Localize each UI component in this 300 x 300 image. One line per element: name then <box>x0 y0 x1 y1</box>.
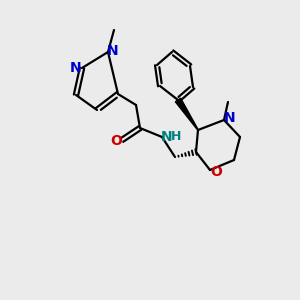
Text: N: N <box>161 130 173 144</box>
Text: H: H <box>171 130 181 143</box>
Text: N: N <box>107 44 119 58</box>
Text: O: O <box>210 165 222 179</box>
Polygon shape <box>175 98 198 130</box>
Text: N: N <box>70 61 82 75</box>
Text: N: N <box>224 111 236 125</box>
Text: O: O <box>110 134 122 148</box>
